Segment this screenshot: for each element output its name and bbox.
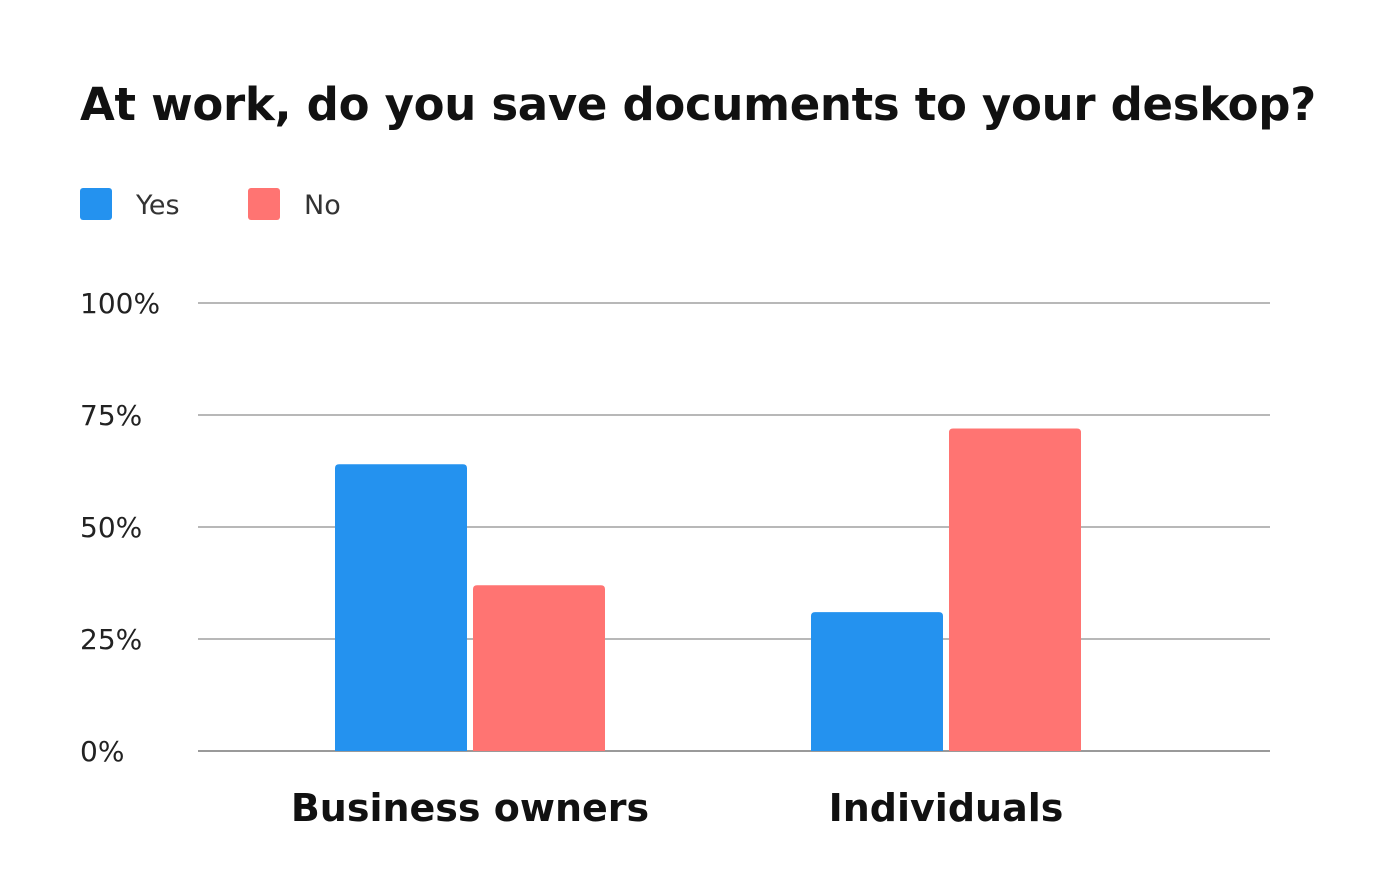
bar-individuals-no <box>949 428 1081 751</box>
x-category-label: Business owners <box>291 786 649 830</box>
legend-swatch-no <box>248 188 280 220</box>
y-axis-tick-labels: 0% 25% 50% 75% 100% <box>80 287 160 768</box>
y-tick-label: 25% <box>80 623 142 656</box>
chart-title: At work, do you save documents to your d… <box>80 78 1316 131</box>
bar-individuals-yes <box>811 612 943 751</box>
legend-label-no: No <box>304 190 341 221</box>
y-tick-label: 100% <box>80 287 160 320</box>
y-tick-label: 50% <box>80 511 142 544</box>
x-category-label: Individuals <box>829 786 1064 830</box>
y-tick-label: 75% <box>80 399 142 432</box>
legend-label-yes: Yes <box>135 190 180 221</box>
x-axis-category-labels: Business owners Individuals <box>291 786 1064 830</box>
legend: Yes No <box>80 188 341 221</box>
bar-business-owners-no <box>473 585 605 751</box>
bars <box>335 428 1081 751</box>
bar-business-owners-yes <box>335 464 467 751</box>
y-tick-label: 0% <box>80 735 124 768</box>
legend-swatch-yes <box>80 188 112 220</box>
